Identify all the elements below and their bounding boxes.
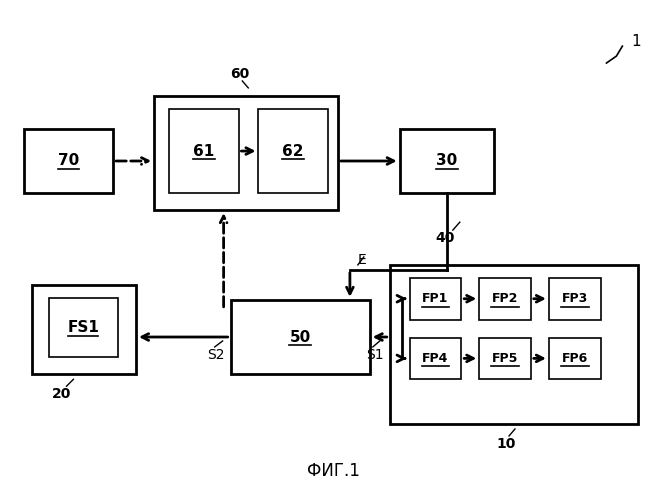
Text: FP2: FP2 xyxy=(492,292,518,305)
Text: 1: 1 xyxy=(631,34,641,48)
Text: 20: 20 xyxy=(52,387,71,401)
Bar xyxy=(479,278,531,320)
Bar xyxy=(410,278,462,320)
Bar xyxy=(49,298,118,358)
Text: S1: S1 xyxy=(366,348,384,362)
Bar xyxy=(169,109,238,194)
Text: 10: 10 xyxy=(496,437,515,451)
Text: FP3: FP3 xyxy=(561,292,588,305)
Text: E: E xyxy=(358,253,366,267)
Bar xyxy=(410,338,462,380)
Text: FP5: FP5 xyxy=(492,352,518,365)
Bar xyxy=(154,96,338,210)
Bar xyxy=(479,338,531,380)
Bar xyxy=(32,285,136,374)
Text: 70: 70 xyxy=(58,154,79,168)
Text: 62: 62 xyxy=(282,144,304,158)
Bar xyxy=(24,128,113,194)
Text: 50: 50 xyxy=(290,330,311,344)
Text: FP1: FP1 xyxy=(422,292,449,305)
Text: 60: 60 xyxy=(230,67,249,81)
Text: FP6: FP6 xyxy=(561,352,588,365)
Text: ФИГ.1: ФИГ.1 xyxy=(306,462,360,480)
Text: S2: S2 xyxy=(207,348,224,362)
Text: FS1: FS1 xyxy=(67,320,99,335)
Text: 61: 61 xyxy=(193,144,214,158)
Text: 30: 30 xyxy=(436,154,458,168)
Bar xyxy=(390,265,638,424)
Text: 40: 40 xyxy=(435,231,455,245)
Bar xyxy=(230,300,370,374)
Bar xyxy=(400,128,494,194)
Bar xyxy=(549,278,601,320)
Text: FP4: FP4 xyxy=(422,352,449,365)
Bar xyxy=(549,338,601,380)
Bar xyxy=(258,109,328,194)
